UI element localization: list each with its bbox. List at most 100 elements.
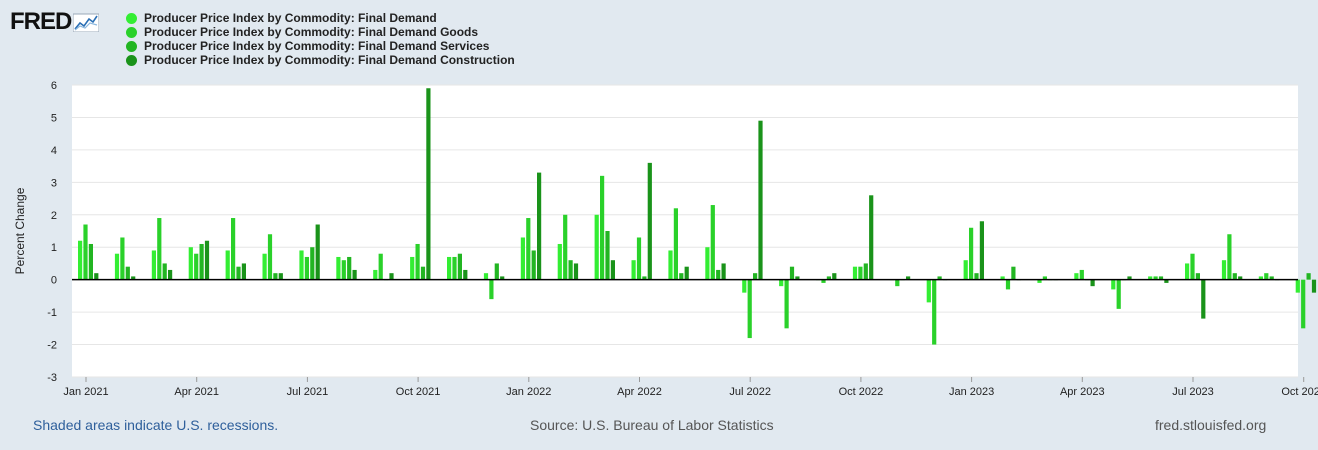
bar-2022-12-s2[interactable] [932, 279, 937, 345]
bar-2022-04-s1[interactable] [631, 260, 636, 280]
bar-2022-09-s3[interactable] [826, 276, 831, 280]
legend-item-2[interactable]: Producer Price Index by Commodity: Final… [126, 25, 515, 39]
bar-2022-01-s1[interactable] [520, 237, 525, 280]
bar-2022-06-s2[interactable] [710, 205, 715, 280]
bar-2021-09-s2[interactable] [378, 253, 383, 280]
bar-2023-02-s2[interactable] [1005, 279, 1011, 290]
bar-2021-05-s1[interactable] [225, 250, 230, 280]
bar-2021-05-s4[interactable] [241, 263, 246, 280]
bar-2021-12-s3[interactable] [494, 263, 499, 280]
bar-2023-02-s3[interactable] [1011, 266, 1016, 280]
bar-2023-10-s3[interactable] [1306, 273, 1311, 280]
bar-2021-04-s4[interactable] [204, 240, 210, 280]
bar-2021-01-s3[interactable] [88, 243, 93, 280]
bar-2022-07-s2[interactable] [747, 279, 752, 339]
bar-2023-09-s1[interactable] [1258, 276, 1263, 280]
bar-2023-10-s1[interactable] [1295, 279, 1300, 293]
legend-item-3[interactable]: Producer Price Index by Commodity: Final… [126, 39, 515, 53]
bar-2023-05-s2[interactable] [1116, 279, 1121, 309]
bar-2022-08-s4[interactable] [795, 276, 800, 280]
bar-2021-07-s3[interactable] [310, 247, 315, 280]
bar-2023-07-s3[interactable] [1195, 273, 1200, 280]
bar-2023-05-s1[interactable] [1111, 279, 1116, 290]
bar-2022-02-s3[interactable] [568, 260, 573, 280]
bar-2021-03-s4[interactable] [168, 269, 173, 280]
bar-2021-07-s2[interactable] [304, 256, 309, 280]
bar-2021-10-s3[interactable] [420, 266, 426, 280]
bar-2021-05-s3[interactable] [236, 266, 241, 280]
bar-2022-01-s3[interactable] [531, 250, 536, 280]
bar-2022-08-s3[interactable] [789, 266, 795, 280]
bar-2022-06-s1[interactable] [705, 247, 710, 280]
bar-2022-10-s4[interactable] [869, 195, 874, 280]
bar-2022-07-s1[interactable] [742, 279, 747, 293]
legend-item-4[interactable]: Producer Price Index by Commodity: Final… [126, 53, 515, 67]
bar-2023-04-s2[interactable] [1079, 269, 1084, 280]
bar-2023-08-s1[interactable] [1221, 260, 1227, 280]
bar-2021-10-s1[interactable] [410, 256, 415, 280]
bar-2022-05-s3[interactable] [679, 273, 684, 280]
bar-2022-02-s4[interactable] [573, 263, 579, 280]
bar-2021-10-s4[interactable] [426, 88, 431, 280]
bar-2023-07-s1[interactable] [1185, 263, 1190, 280]
bar-2021-01-s4[interactable] [94, 273, 99, 280]
bar-2022-01-s4[interactable] [537, 172, 542, 280]
bar-2023-03-s1[interactable] [1037, 279, 1042, 283]
source-note[interactable]: Source: U.S. Bureau of Labor Statistics [530, 417, 774, 433]
bar-2021-03-s1[interactable] [151, 250, 156, 280]
bar-2021-12-s4[interactable] [500, 276, 505, 280]
legend-item-1[interactable]: Producer Price Index by Commodity: Final… [126, 11, 515, 25]
bar-2023-09-s2[interactable] [1264, 273, 1269, 280]
bar-2023-03-s2[interactable] [1042, 276, 1047, 280]
bar-2023-10-s2[interactable] [1301, 279, 1306, 329]
bar-2021-07-s1[interactable] [299, 250, 304, 280]
fred-logo[interactable]: FRED [10, 8, 100, 36]
bar-2023-08-s4[interactable] [1238, 276, 1243, 280]
bar-2023-02-s1[interactable] [1000, 276, 1005, 280]
bar-2021-02-s3[interactable] [125, 266, 130, 280]
bar-2021-04-s2[interactable] [194, 253, 199, 280]
bar-2021-09-s1[interactable] [373, 269, 378, 280]
bar-2021-06-s3[interactable] [273, 273, 278, 280]
bar-2022-07-s4[interactable] [758, 120, 763, 280]
bar-2022-06-s3[interactable] [716, 269, 721, 280]
bar-2022-05-s2[interactable] [673, 208, 678, 280]
bar-2023-10-s4[interactable] [1311, 279, 1317, 293]
bar-2021-12-s2[interactable] [489, 279, 494, 300]
bar-2021-06-s1[interactable] [262, 253, 267, 280]
bar-2023-08-s3[interactable] [1232, 273, 1237, 280]
recession-note[interactable]: Shaded areas indicate U.S. recessions. [33, 417, 279, 433]
bar-2021-08-s2[interactable] [341, 260, 346, 280]
bar-2021-02-s1[interactable] [114, 253, 120, 280]
bar-2022-03-s4[interactable] [610, 260, 615, 280]
bar-2022-02-s1[interactable] [557, 243, 562, 280]
bar-2021-04-s1[interactable] [188, 247, 193, 280]
bar-2022-04-s4[interactable] [647, 162, 652, 280]
bar-2021-07-s4[interactable] [315, 224, 320, 280]
bar-2021-09-s4[interactable] [389, 273, 394, 280]
bar-2023-05-s4[interactable] [1127, 276, 1132, 280]
bar-2022-06-s4[interactable] [721, 263, 726, 280]
bar-2021-08-s1[interactable] [336, 256, 341, 280]
bar-2021-01-s1[interactable] [78, 240, 83, 280]
bar-2022-05-s4[interactable] [684, 266, 689, 280]
bar-2022-11-s4[interactable] [906, 276, 911, 280]
bar-2023-06-s2[interactable] [1153, 276, 1158, 280]
bar-2023-07-s4[interactable] [1201, 279, 1206, 319]
bar-2021-08-s3[interactable] [347, 256, 352, 280]
bar-2022-07-s3[interactable] [753, 273, 758, 280]
bar-2023-06-s4[interactable] [1164, 279, 1169, 283]
bar-2022-10-s3[interactable] [863, 263, 868, 280]
bar-2022-11-s2[interactable] [895, 279, 900, 287]
bar-2022-09-s4[interactable] [832, 273, 837, 280]
bar-2021-08-s4[interactable] [352, 269, 357, 280]
bar-2023-07-s2[interactable] [1190, 253, 1195, 280]
bar-2021-03-s3[interactable] [162, 263, 167, 280]
bar-2022-05-s1[interactable] [668, 250, 673, 280]
bar-2021-05-s2[interactable] [231, 218, 236, 280]
bar-2022-09-s2[interactable] [821, 279, 826, 283]
bar-2023-06-s1[interactable] [1148, 276, 1153, 280]
bar-2022-08-s2[interactable] [784, 279, 789, 329]
bar-2022-03-s1[interactable] [594, 214, 599, 280]
bar-2021-11-s4[interactable] [463, 269, 468, 280]
